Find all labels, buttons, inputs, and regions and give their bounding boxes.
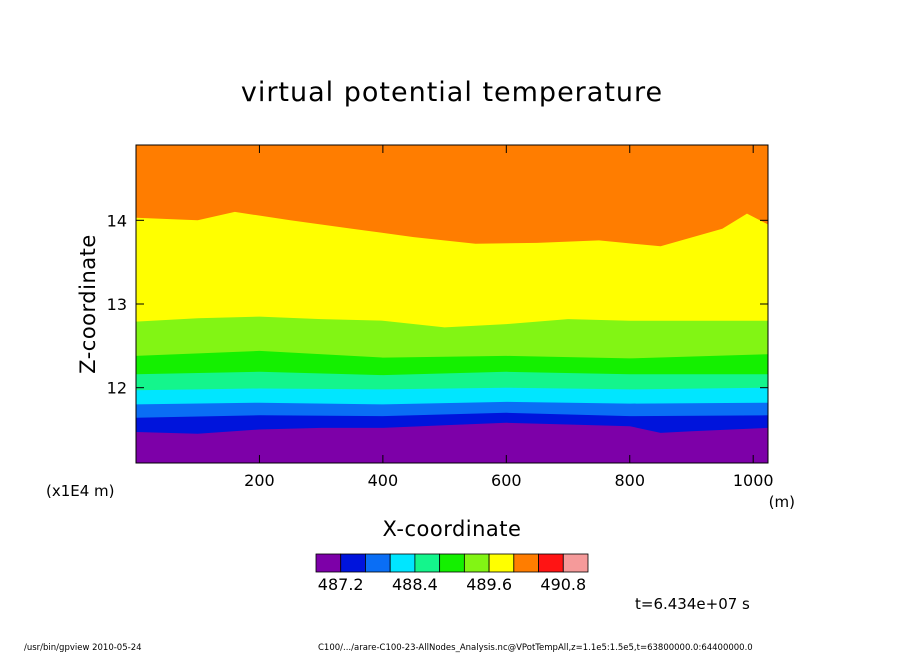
y-axis-label: Z-coordinate <box>76 234 100 374</box>
y-tick-label: 13 <box>107 295 127 314</box>
colorbar: 487.2 488.4 489.6 490.8 <box>315 553 589 594</box>
y-unit-label: (x1E4 m) <box>46 482 115 500</box>
x-axis-label: X-coordinate <box>383 517 522 541</box>
colorbar-swatch <box>562 553 589 573</box>
colorbar-label: 489.6 <box>466 575 512 594</box>
colorbar-swatch <box>439 553 465 573</box>
colorbar-swatch <box>414 553 441 573</box>
x-tick-label: 400 <box>368 471 399 490</box>
colorbar-swatch <box>365 553 391 573</box>
x-tick-label: 1000 <box>733 471 774 490</box>
colorbar-swatch <box>488 553 515 573</box>
x-ticks: 200 400 600 800 1000 <box>244 145 774 490</box>
colorbar-swatch <box>513 553 539 573</box>
chart-title: virtual potential temperature <box>241 77 663 108</box>
colorbar-label: 490.8 <box>540 575 586 594</box>
footer-left: /usr/bin/gpview 2010-05-24 <box>24 643 142 653</box>
contour-fields <box>136 145 768 463</box>
time-annotation: t=6.434e+07 s <box>635 595 750 613</box>
x-tick-label: 200 <box>244 471 275 490</box>
y-tick-label: 14 <box>107 211 127 230</box>
x-tick-label: 800 <box>614 471 645 490</box>
colorbar-swatch <box>538 553 564 573</box>
x-unit-label: (m) <box>769 493 795 511</box>
y-tick-label: 12 <box>107 379 127 398</box>
colorbar-label: 487.2 <box>318 575 364 594</box>
colorbar-swatch <box>315 553 342 573</box>
colorbar-swatch <box>463 553 490 573</box>
footer-right: C100/.../arare-C100-23-AllNodes_Analysis… <box>318 643 753 653</box>
colorbar-swatch <box>389 553 416 573</box>
contour-band <box>136 422 768 463</box>
y-ticks: 12 13 14 <box>107 211 768 398</box>
x-tick-label: 600 <box>491 471 522 490</box>
colorbar-label: 488.4 <box>392 575 438 594</box>
colorbar-swatch <box>340 553 366 573</box>
